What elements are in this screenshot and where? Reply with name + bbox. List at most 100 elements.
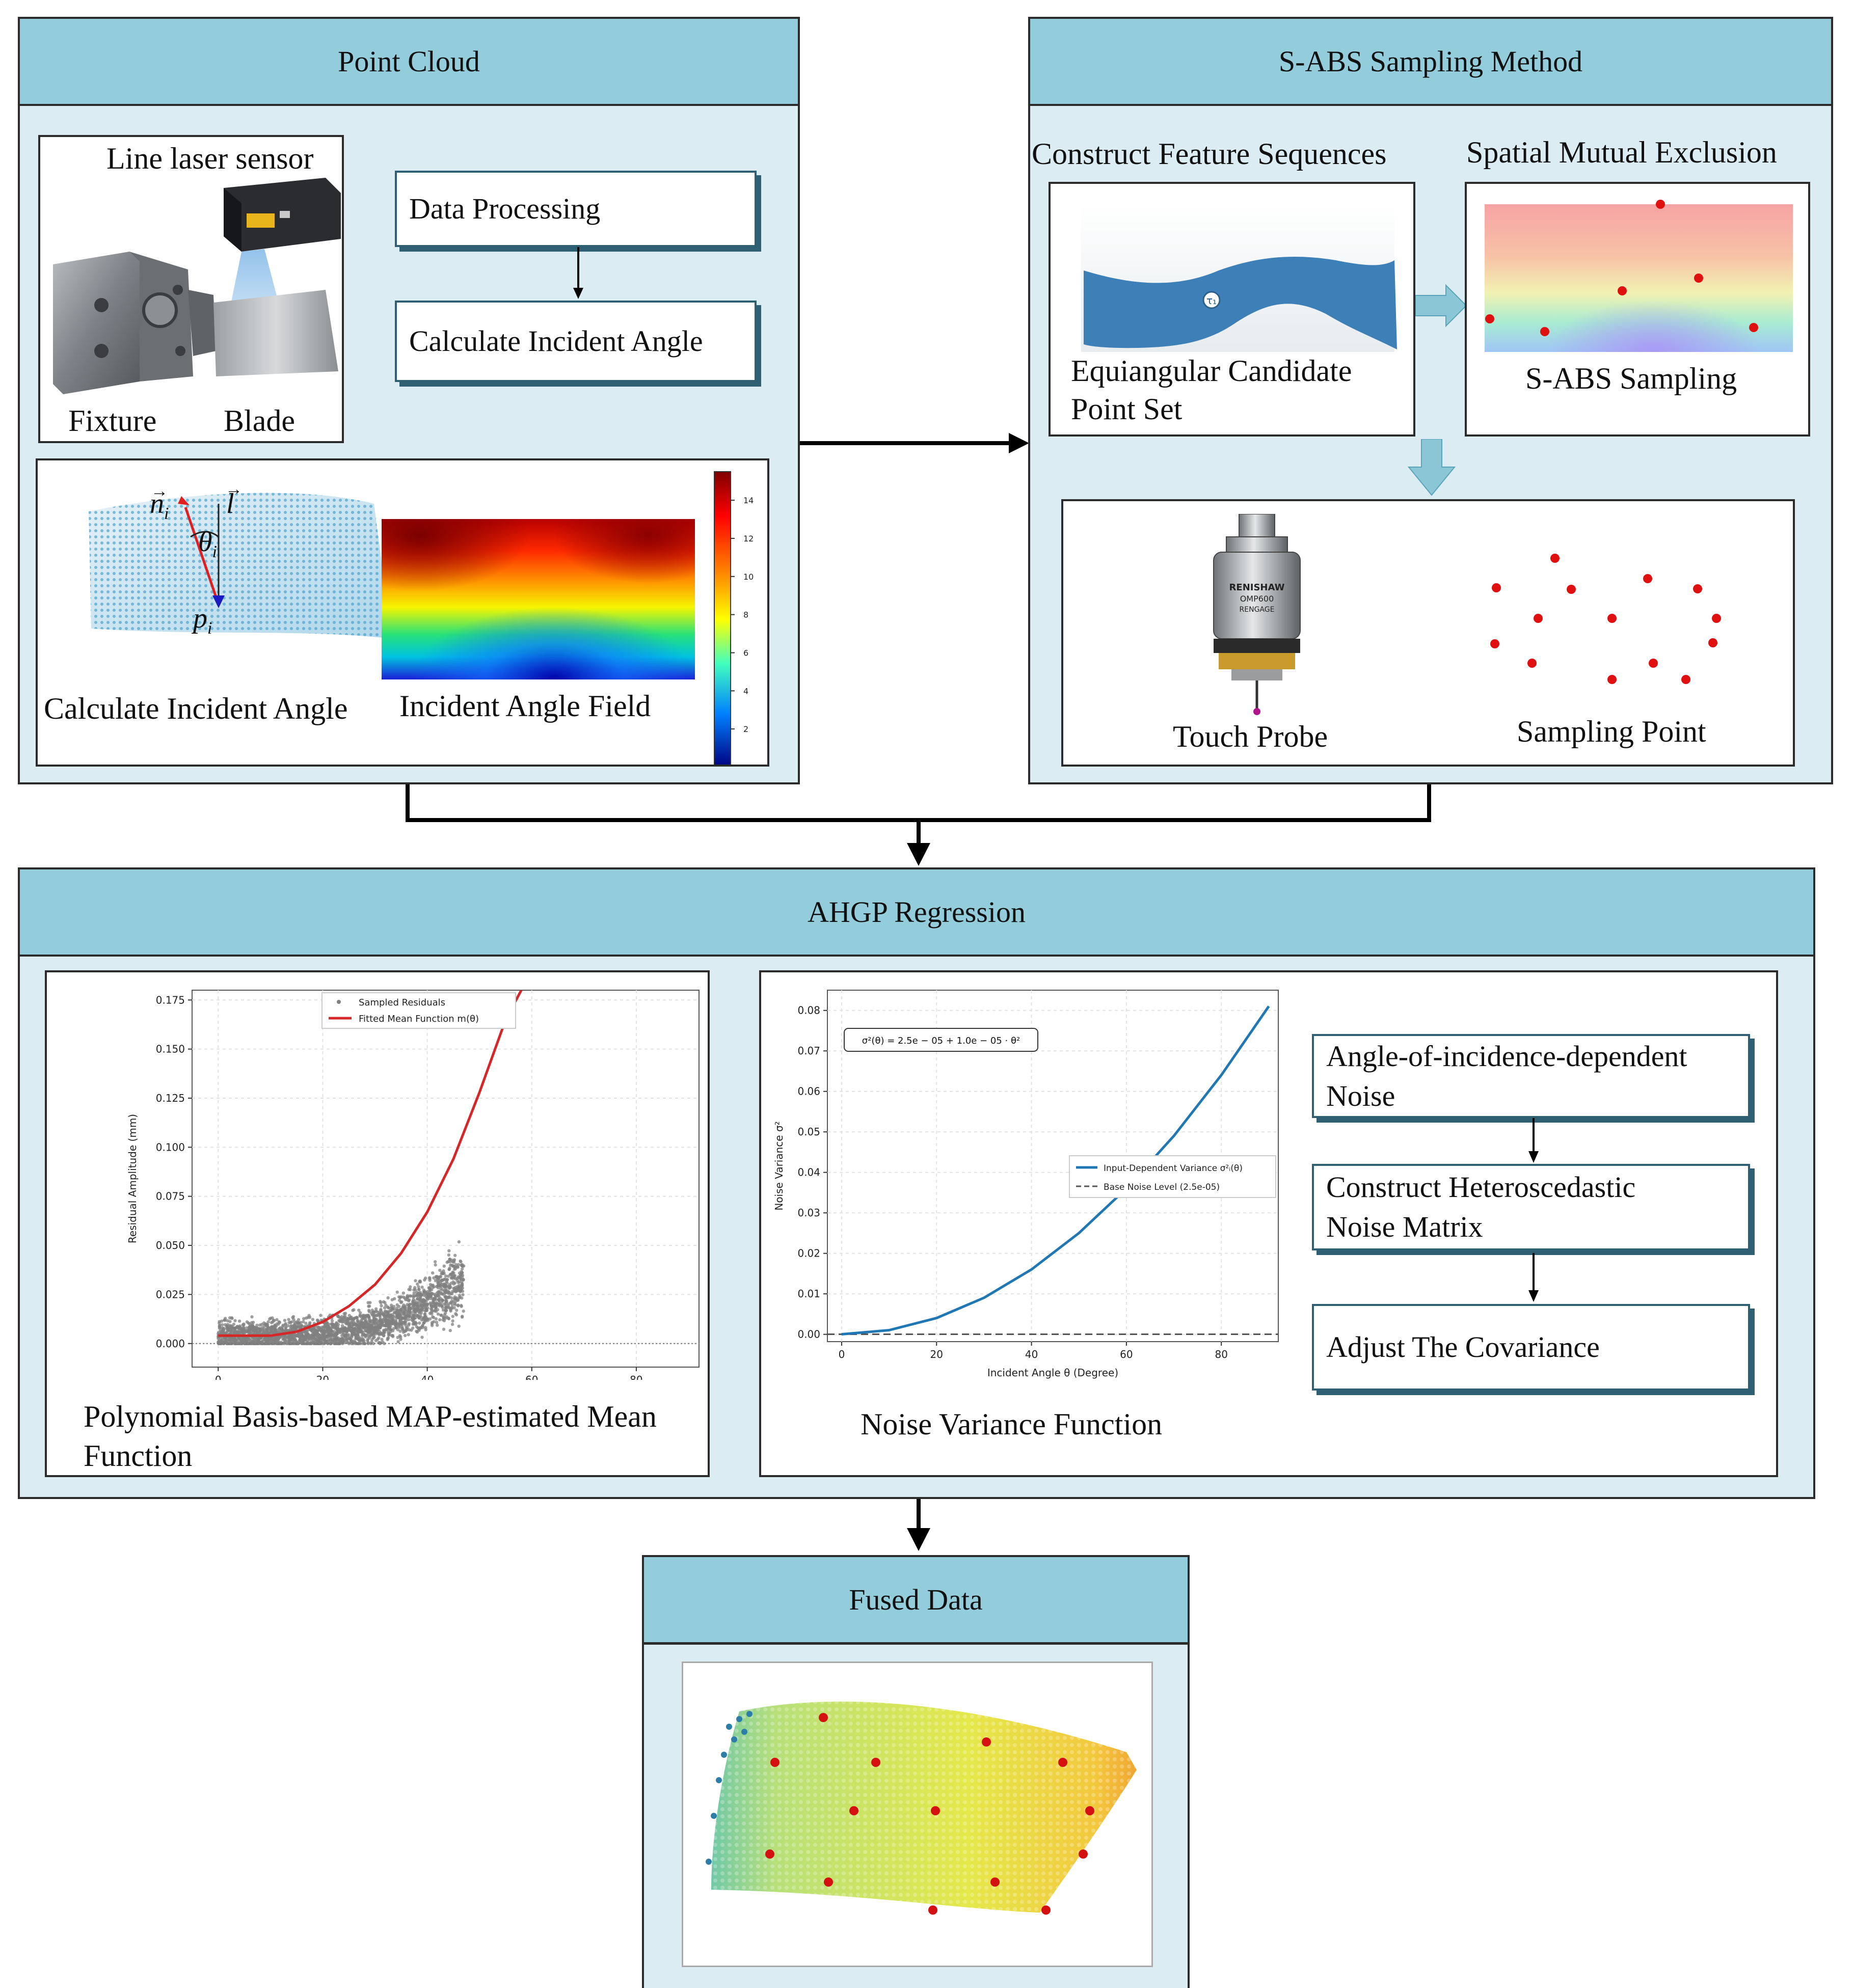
residual-point: [386, 1296, 390, 1300]
residual-point: [390, 1317, 394, 1321]
residual-point: [413, 1286, 417, 1290]
residual-point: [314, 1342, 317, 1345]
residual-point: [436, 1284, 440, 1288]
incident-angle-box: 14 12 10 8 6 4 2 ni → l → θi pi Calculate Inci…: [36, 458, 769, 767]
residual-point: [438, 1318, 442, 1322]
normal-vector-arrow-mark: →: [151, 482, 168, 501]
tau-marker: [1202, 291, 1221, 309]
residual-point: [336, 1338, 339, 1342]
residual-point: [278, 1327, 281, 1331]
residual-point: [461, 1267, 464, 1271]
residual-point: [340, 1320, 344, 1324]
residual-point: [263, 1338, 266, 1342]
residual-point: [306, 1316, 310, 1319]
residual-point: [233, 1319, 237, 1322]
residual-point: [287, 1339, 291, 1343]
residual-point: [218, 1325, 222, 1329]
residual-point: [443, 1313, 446, 1317]
residual-point: [367, 1309, 371, 1312]
residual-point: [438, 1290, 441, 1293]
residual-point: [374, 1310, 378, 1313]
residual-point: [291, 1324, 294, 1328]
residual-point: [453, 1267, 458, 1270]
residual-point: [418, 1279, 422, 1283]
sensor-label: Line laser sensor: [106, 142, 314, 175]
residual-point: [265, 1338, 270, 1342]
candidate-point-set-box: τ₁ Equiangular Candidate Point Set: [1049, 182, 1415, 437]
residual-point: [374, 1332, 378, 1336]
residual-point: [407, 1306, 410, 1310]
x-tick-label: 80: [630, 1374, 642, 1380]
residual-point: [342, 1312, 346, 1316]
residual-point: [233, 1329, 237, 1332]
residual-point: [407, 1323, 411, 1327]
residual-point: [265, 1328, 269, 1332]
residual-point: [367, 1304, 370, 1308]
residual-point: [377, 1332, 381, 1336]
residual-point: [302, 1320, 305, 1324]
residual-point: [341, 1340, 345, 1343]
x-tick-label: 80: [1215, 1348, 1227, 1360]
residual-point: [421, 1299, 424, 1303]
residual-point: [423, 1326, 427, 1329]
y-tick-label: 0.175: [156, 994, 185, 1006]
residual-point: [237, 1319, 241, 1323]
probe-sub: RENGAGE: [1240, 606, 1275, 614]
residual-point: [393, 1311, 397, 1315]
residual-point: [325, 1321, 329, 1325]
legend-box: [321, 992, 516, 1029]
residual-point: [287, 1321, 291, 1324]
residual-point: [445, 1261, 449, 1264]
sabs-header: S-ABS Sampling Method: [1028, 17, 1833, 106]
residual-point: [238, 1326, 243, 1329]
residual-point: [390, 1313, 394, 1317]
residual-point: [364, 1315, 368, 1318]
legend-label-variance: Input-Dependent Variance σ²ᵢ(θ): [1104, 1163, 1243, 1174]
residual-point: [417, 1297, 421, 1301]
residual-point: [453, 1254, 457, 1257]
residual-point: [329, 1342, 333, 1345]
y-axis-label: Noise Variance σ²: [773, 1121, 785, 1210]
residual-point: [382, 1324, 386, 1327]
residual-point: [304, 1321, 308, 1325]
residual-point: [269, 1316, 273, 1320]
residual-point: [330, 1319, 334, 1323]
residual-point: [364, 1320, 367, 1324]
residual-point: [451, 1260, 454, 1264]
residual-point: [431, 1315, 435, 1319]
tau-symbol: τ₁: [1206, 294, 1217, 307]
residual-point: [332, 1336, 336, 1340]
residual-point: [342, 1316, 346, 1320]
ahgp-header: AHGP Regression: [18, 867, 1815, 957]
adjust-covariance-box: Adjust The Covariance: [1312, 1304, 1750, 1391]
residual-point: [219, 1339, 223, 1342]
y-tick-label: 0.05: [797, 1126, 820, 1138]
residual-point: [360, 1330, 364, 1334]
residual-point: [227, 1338, 230, 1342]
residual-point: [402, 1303, 406, 1307]
residual-point: [406, 1295, 410, 1299]
residual-point: [442, 1264, 446, 1268]
residual-point: [402, 1312, 406, 1316]
residual-point: [447, 1290, 451, 1294]
residual-point: [355, 1316, 358, 1319]
step-arrow-1: [573, 247, 583, 299]
residual-point: [446, 1304, 450, 1308]
y-tick-label: 0.050: [156, 1239, 185, 1251]
residual-point: [260, 1342, 264, 1345]
residual-point: [424, 1299, 428, 1303]
residual-point: [395, 1290, 399, 1294]
residual-point: [436, 1323, 439, 1327]
candidate-point-set-graphic: τ₁: [1081, 204, 1397, 352]
x-tick-label: 60: [1120, 1348, 1133, 1360]
residual-point: [399, 1310, 403, 1314]
feature-sequences-label: Construct Feature Sequences: [1032, 137, 1387, 171]
residual-point: [259, 1327, 262, 1331]
arrow-merge-to-ahgp: [406, 784, 1431, 822]
residual-point: [375, 1320, 379, 1324]
residual-point: [449, 1272, 453, 1276]
data-processing-box: Data Processing: [395, 171, 757, 247]
fused-header: Fused Data: [642, 1555, 1190, 1644]
residual-point: [358, 1320, 362, 1324]
